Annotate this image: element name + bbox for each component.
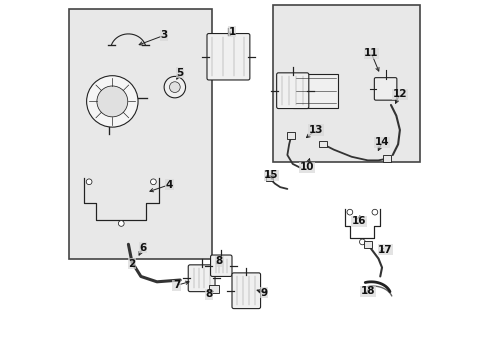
FancyBboxPatch shape (206, 33, 249, 80)
Circle shape (118, 221, 124, 226)
Polygon shape (111, 34, 145, 45)
FancyBboxPatch shape (231, 273, 260, 309)
Text: 13: 13 (308, 125, 323, 135)
Bar (319, 141, 326, 148)
FancyBboxPatch shape (188, 265, 215, 292)
Circle shape (86, 76, 138, 127)
Bar (363, 241, 371, 248)
Text: 18: 18 (360, 287, 374, 296)
FancyBboxPatch shape (293, 73, 338, 108)
Text: 6: 6 (139, 243, 146, 253)
Text: 16: 16 (351, 216, 366, 226)
Bar (209, 285, 219, 293)
Text: 2: 2 (128, 259, 135, 269)
Circle shape (169, 82, 180, 93)
Text: 8: 8 (205, 289, 212, 299)
Text: 17: 17 (378, 245, 392, 255)
Text: 14: 14 (374, 138, 388, 148)
Circle shape (150, 179, 156, 185)
Circle shape (346, 209, 352, 215)
Circle shape (359, 239, 365, 245)
FancyBboxPatch shape (272, 5, 419, 162)
Text: 4: 4 (165, 180, 173, 190)
Text: 5: 5 (176, 68, 183, 78)
Circle shape (97, 86, 127, 117)
Text: 11: 11 (364, 48, 378, 58)
Text: 12: 12 (392, 89, 407, 99)
FancyBboxPatch shape (276, 73, 308, 109)
Bar (383, 156, 390, 162)
Text: 10: 10 (299, 162, 314, 172)
FancyBboxPatch shape (210, 255, 231, 276)
Text: 7: 7 (173, 280, 180, 291)
Text: 1: 1 (228, 27, 235, 37)
Text: 8: 8 (215, 256, 223, 266)
FancyBboxPatch shape (69, 9, 212, 258)
Circle shape (86, 179, 92, 185)
FancyBboxPatch shape (374, 78, 396, 100)
Text: 9: 9 (260, 288, 267, 297)
Text: 15: 15 (264, 170, 278, 180)
Text: 3: 3 (160, 30, 167, 40)
Bar (286, 132, 294, 139)
Circle shape (371, 209, 377, 215)
Bar (265, 175, 273, 181)
Circle shape (164, 76, 185, 98)
